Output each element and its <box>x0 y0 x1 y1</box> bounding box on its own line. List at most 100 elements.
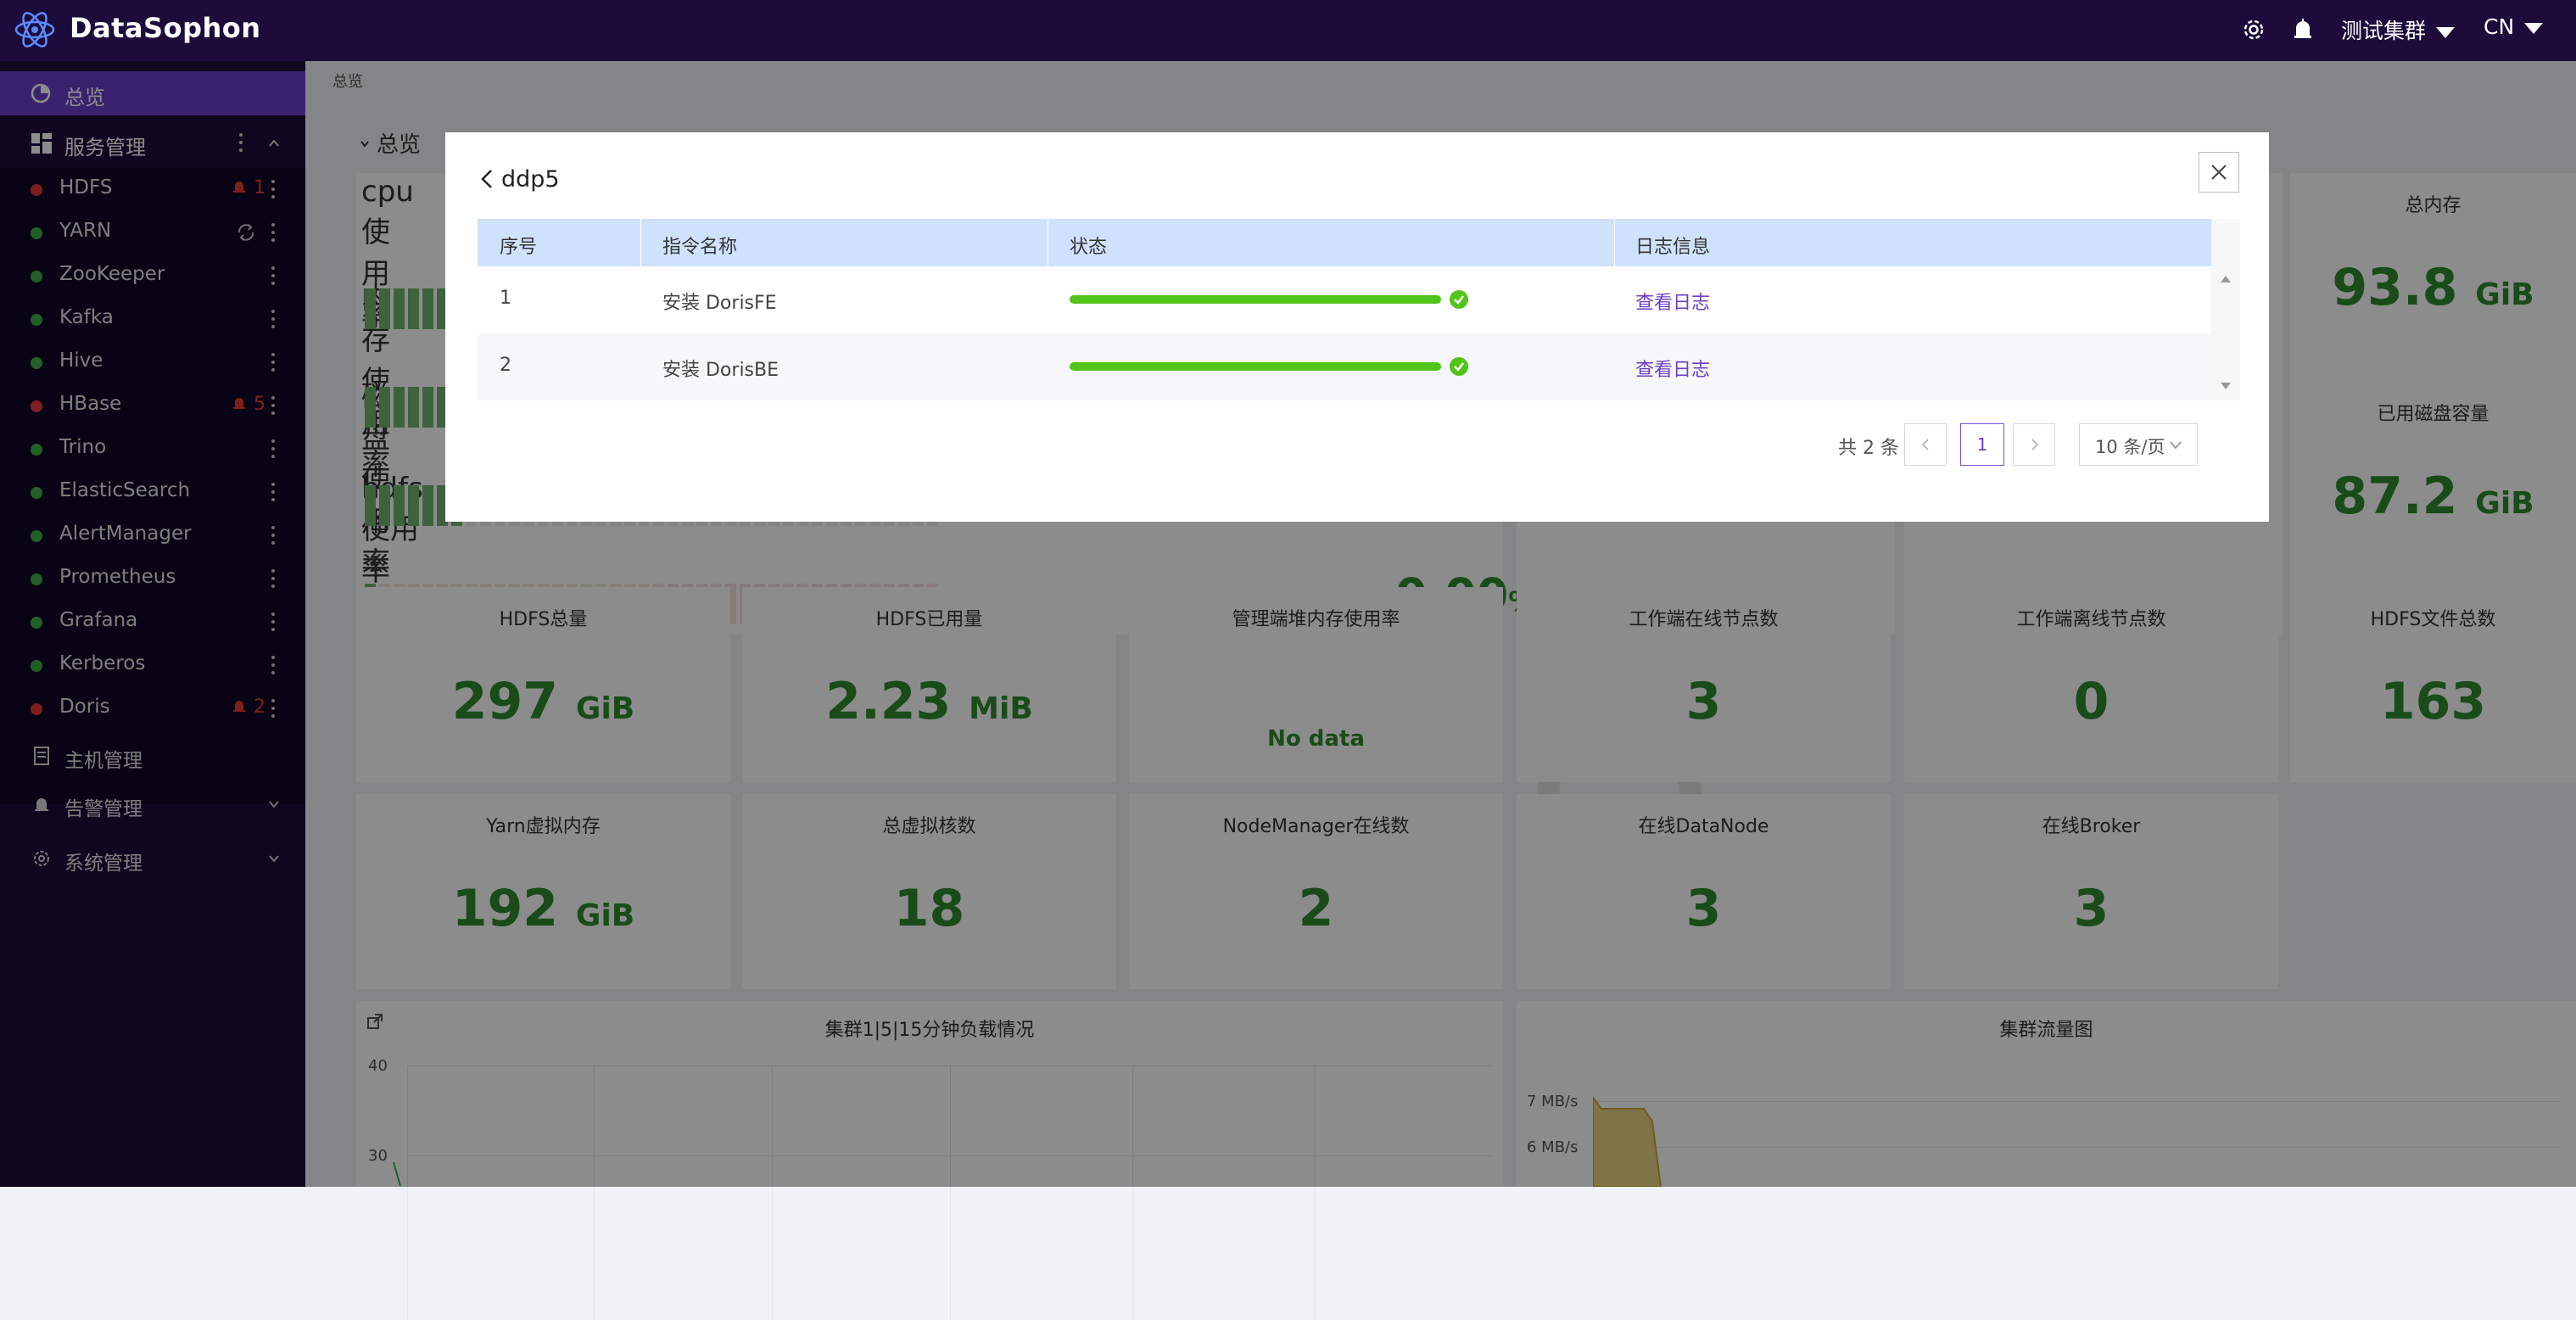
more-icon[interactable] <box>271 439 276 460</box>
card-value: 87.2 GiB <box>2290 467 2576 526</box>
view-log-link[interactable]: 查看日志 <box>1635 360 1711 381</box>
usage-segment <box>422 485 433 526</box>
column-separator <box>1614 219 1615 266</box>
column-header-status: 状态 <box>1070 237 1108 258</box>
card-value: 93.8 GiB <box>2290 258 2576 317</box>
chevron-down-icon <box>269 855 279 863</box>
sidebar-item-grafana[interactable]: Grafana <box>0 601 305 644</box>
card-hdfs-used: HDFS已用量 2.23 MiB <box>742 587 1116 782</box>
sidebar-item-yarn[interactable]: YARN <box>0 211 305 254</box>
chevron-down-icon <box>2170 441 2182 450</box>
sidebar-item-prometheus[interactable]: Prometheus <box>0 557 305 601</box>
sidebar-item-hive[interactable]: Hive <box>0 341 305 384</box>
sidebar-item-hdfs[interactable]: HDFS 1 <box>0 168 305 211</box>
language-selector[interactable]: CN <box>2484 14 2544 39</box>
more-icon[interactable] <box>238 133 243 154</box>
card-value: 3 <box>1685 672 1722 731</box>
sidebar-item-hosts[interactable]: 主机管理 <box>0 733 305 780</box>
scroll-down-icon[interactable] <box>2220 382 2232 390</box>
server-icon <box>34 747 49 765</box>
grid-line <box>1593 1147 2560 1148</box>
sidebar-item-system[interactable]: 系统管理 <box>0 836 305 883</box>
chevron-right-icon <box>2031 439 2039 450</box>
service-name: Kafka <box>59 306 114 328</box>
chevron-down-icon <box>2436 26 2456 38</box>
cluster-selector[interactable]: 测试集群 <box>2341 14 2456 45</box>
chevron-up-icon[interactable] <box>268 137 280 149</box>
traffic-chart: 集群流量图 7 MB/s 6 MB/s <box>1517 1001 2576 1187</box>
more-icon[interactable] <box>271 310 276 330</box>
gear-icon[interactable] <box>2239 15 2268 44</box>
close-icon <box>2211 165 2227 180</box>
prev-page-button[interactable] <box>1904 423 1947 466</box>
column-separator <box>640 219 641 266</box>
sidebar-item-alarms[interactable]: 告警管理 <box>0 781 305 829</box>
card-unit: MiB <box>969 691 1033 726</box>
page-button-current[interactable]: 1 <box>1960 423 2004 466</box>
sidebar-item-zookeeper[interactable]: ZooKeeper <box>0 254 305 298</box>
usage-segment <box>379 387 390 428</box>
sidebar-item-kerberos[interactable]: Kerberos <box>0 644 305 687</box>
status-dot <box>31 357 42 369</box>
more-icon[interactable] <box>271 699 276 719</box>
sidebar-item-alertmanager[interactable]: AlertManager <box>0 514 305 557</box>
view-log-link[interactable]: 查看日志 <box>1635 293 1711 314</box>
status-dot <box>31 227 42 239</box>
scroll-up-icon[interactable] <box>2220 275 2232 283</box>
column-header-log: 日志信息 <box>1635 237 1711 258</box>
table-scrollbar[interactable] <box>2211 219 2240 400</box>
more-icon[interactable] <box>271 656 276 676</box>
page-size-select[interactable]: 10 条/页 <box>2079 423 2198 466</box>
more-icon[interactable] <box>271 526 276 546</box>
alarm-badge[interactable]: 2 <box>231 696 265 718</box>
card-hdfs-total: HDFS总量 297 GiB <box>356 587 730 782</box>
card-worker-online: 工作端在线节点数 3 <box>1517 587 1891 782</box>
more-icon[interactable] <box>271 266 276 287</box>
section-title: 总览 <box>377 132 422 158</box>
usage-segment <box>437 288 448 329</box>
bell-icon[interactable] <box>2288 15 2317 44</box>
card-broker: 在线Broker 3 <box>1904 794 2278 989</box>
external-link-icon[interactable] <box>366 1013 383 1030</box>
check-circle-icon <box>1450 357 1468 376</box>
usage-segment <box>394 288 405 329</box>
breadcrumb[interactable]: 总览 <box>332 73 363 91</box>
card-title: NodeManager在线数 <box>1222 816 1410 837</box>
back-link[interactable]: ddp5 <box>479 166 560 193</box>
chevron-left-icon <box>481 170 492 188</box>
y-tick: 30 <box>368 1147 388 1165</box>
card-hdfs-files: HDFS文件总数 163 <box>2290 587 2576 782</box>
more-icon[interactable] <box>271 353 276 373</box>
status-dot <box>31 487 42 499</box>
alarm-badge[interactable]: 5 <box>231 394 265 415</box>
column-header-index: 序号 <box>500 237 538 258</box>
datasophon-logo-icon[interactable] <box>12 7 58 53</box>
sidebar-item-services[interactable]: 服务管理 <box>0 119 305 168</box>
usage-segment <box>408 485 419 526</box>
service-name: Hive <box>59 350 103 372</box>
more-icon[interactable] <box>271 569 276 590</box>
sidebar-item-overview[interactable]: 总览 <box>0 71 305 115</box>
service-name: ElasticSearch <box>59 479 191 501</box>
sidebar-item-doris[interactable]: Doris 2 <box>0 687 305 730</box>
card-vcores: 总虚拟核数 18 <box>742 794 1116 989</box>
more-icon[interactable] <box>271 483 276 503</box>
sidebar-item-hbase[interactable]: HBase 5 <box>0 384 305 428</box>
more-icon[interactable] <box>271 223 276 243</box>
chevron-down-icon[interactable] <box>360 139 370 149</box>
more-icon[interactable] <box>271 396 276 417</box>
alarm-badge[interactable]: 1 <box>231 177 265 199</box>
service-name: YARN <box>59 220 112 242</box>
sidebar-item-trino[interactable]: Trino <box>0 428 305 471</box>
chevron-down-icon <box>269 801 279 808</box>
card-datanode: 在线DataNode 3 <box>1517 794 1891 989</box>
sidebar-item-elasticsearch[interactable]: ElasticSearch <box>0 471 305 514</box>
usage-segment <box>408 288 419 329</box>
sidebar-item-kafka[interactable]: Kafka <box>0 298 305 341</box>
more-icon[interactable] <box>271 180 276 200</box>
next-page-button[interactable] <box>2013 423 2055 466</box>
status-dot <box>31 660 42 672</box>
card-title: 在线Broker <box>2042 816 2141 837</box>
close-button[interactable] <box>2199 152 2239 193</box>
more-icon[interactable] <box>271 612 276 633</box>
